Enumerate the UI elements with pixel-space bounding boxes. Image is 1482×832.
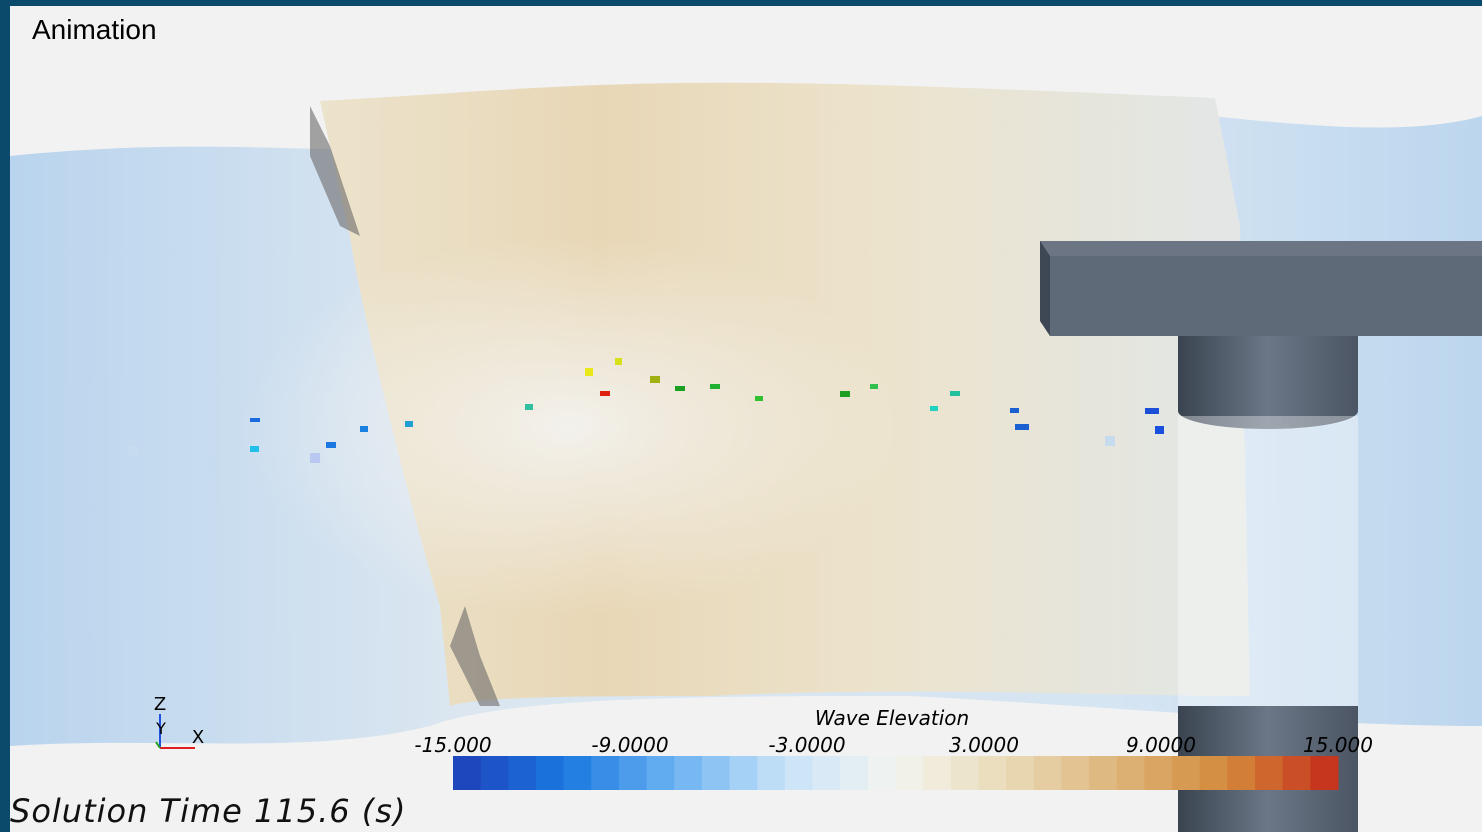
color-step — [1117, 756, 1145, 790]
color-step — [674, 756, 702, 790]
color-step — [951, 756, 979, 790]
pile — [1178, 336, 1358, 429]
color-step — [702, 756, 730, 790]
color-step — [481, 756, 509, 790]
scene: Z Y X Wave Elevation -15.000 -9.0000 -3.00… — [10, 6, 1482, 832]
color-step — [1034, 756, 1062, 790]
deck-face — [1050, 256, 1482, 336]
color-step — [508, 756, 536, 790]
legend-title: Wave Elevation — [815, 706, 969, 730]
deck-side — [1040, 241, 1050, 336]
color-step — [923, 756, 951, 790]
triad-y: Y — [155, 719, 166, 738]
color-step — [1200, 756, 1228, 790]
color-step — [757, 756, 785, 790]
triad-z: Z — [154, 694, 166, 715]
color-step — [1172, 756, 1200, 790]
color-step — [1089, 756, 1117, 790]
viewport: Z Y X Wave Elevation -15.000 -9.0000 -3.00… — [10, 6, 1482, 832]
color-step — [453, 756, 481, 790]
color-step — [1227, 756, 1255, 790]
color-step — [647, 756, 675, 790]
legend-tick-label: 3.0000 — [949, 733, 1019, 757]
color-step — [1144, 756, 1172, 790]
color-step — [813, 756, 841, 790]
color-step — [840, 756, 868, 790]
legend-tick-label: -3.0000 — [768, 733, 845, 757]
color-step — [536, 756, 564, 790]
legend-tick-label: -15.000 — [414, 733, 491, 757]
solution-time: Solution Time 115.6 (s) — [10, 792, 406, 830]
spray — [240, 236, 900, 616]
color-step — [1006, 756, 1034, 790]
color-step — [785, 756, 813, 790]
color-step — [619, 756, 647, 790]
triad-x: X — [192, 727, 204, 748]
color-step — [1255, 756, 1283, 790]
header-title: Animation — [32, 14, 157, 46]
legend-tick-label: -9.0000 — [591, 733, 668, 757]
color-step — [1283, 756, 1311, 790]
legend-tick-label: 15.000 — [1303, 733, 1373, 757]
color-step — [1061, 756, 1089, 790]
color-step — [868, 756, 896, 790]
color-step — [1310, 756, 1338, 790]
color-step — [730, 756, 758, 790]
legend-tick-label: 9.0000 — [1126, 733, 1196, 757]
color-step — [896, 756, 924, 790]
page: Z Y X Wave Elevation -15.000 -9.0000 -3.00… — [0, 0, 1482, 832]
pile-submerged — [1178, 416, 1358, 706]
color-step — [564, 756, 592, 790]
color-step — [978, 756, 1006, 790]
color-step — [591, 756, 619, 790]
